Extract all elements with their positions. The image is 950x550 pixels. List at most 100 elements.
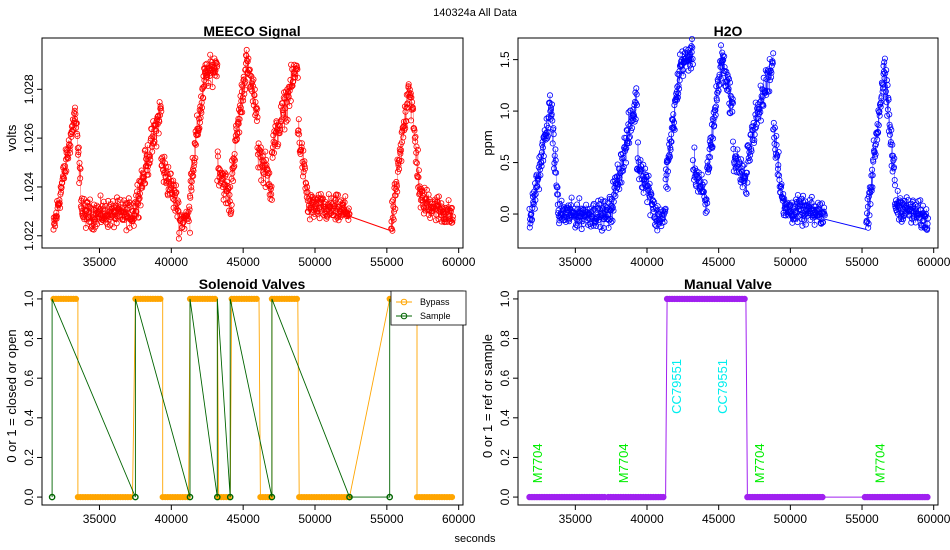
data-point [713, 103, 720, 110]
panel-title: Manual Valve [684, 276, 772, 292]
data-point [635, 158, 642, 165]
data-point [689, 157, 696, 164]
data-point [662, 166, 669, 173]
data-point [390, 208, 397, 215]
data-point [226, 191, 233, 198]
data-point [648, 191, 655, 198]
data-point [618, 179, 625, 186]
data-point [575, 217, 582, 224]
legend-box [390, 290, 467, 326]
data-point [875, 122, 882, 129]
data-point [203, 74, 210, 81]
data-point [104, 221, 111, 228]
data-point [165, 163, 172, 170]
data-point [658, 223, 665, 230]
panel-title: H2O [714, 23, 743, 39]
data-point [408, 94, 415, 101]
data-point [304, 189, 311, 196]
data-point [881, 55, 888, 62]
x-tick-label: 40000 [155, 512, 189, 526]
data-point [242, 78, 249, 85]
data-point [821, 212, 828, 219]
data-point [255, 164, 262, 171]
data-point [190, 163, 197, 170]
legend-label-sample: Sample [420, 311, 451, 321]
data-point [925, 215, 932, 222]
data-point [668, 138, 675, 145]
data-point [549, 101, 556, 108]
data-point [644, 182, 651, 189]
data-point [266, 169, 273, 176]
data-point [100, 198, 107, 205]
data-point [156, 112, 163, 119]
data-point [244, 58, 251, 65]
x-tick-label: 55000 [370, 512, 404, 526]
data-point [222, 171, 229, 178]
figure-xlabel: seconds [455, 533, 496, 545]
data-point [398, 147, 405, 154]
panel-solenoid: Solenoid Valves 0 or 1 = closed or open … [4, 276, 476, 526]
data-point [241, 91, 248, 98]
data-point [616, 179, 623, 186]
data-point [707, 134, 714, 141]
data-point [335, 213, 342, 220]
data-point [130, 208, 137, 215]
data-point [689, 44, 696, 51]
data-point [729, 99, 736, 106]
data-point [173, 189, 180, 196]
data-point [621, 144, 628, 151]
data-point [652, 221, 659, 228]
data-point [76, 159, 83, 166]
data-point [205, 82, 212, 89]
data-point [665, 168, 672, 175]
data-point [239, 94, 246, 101]
data-point [185, 218, 192, 225]
data-point [686, 62, 693, 69]
data-point [770, 126, 777, 133]
data-point [668, 131, 675, 138]
data-point [192, 141, 199, 148]
data-point [875, 129, 882, 136]
data-point [633, 91, 640, 98]
data-point [408, 117, 415, 124]
data-point [707, 154, 714, 161]
x-tick-label: 50000 [774, 255, 808, 269]
data-point [871, 153, 878, 160]
y-axis-label: ppm [480, 130, 495, 155]
data-point [725, 85, 732, 92]
data-point [670, 125, 677, 132]
data-point [894, 187, 901, 194]
gap-line [349, 215, 392, 232]
y-tick-label: 1.022 [22, 220, 36, 250]
data-point [161, 153, 168, 160]
data-point [137, 202, 144, 209]
data-point [413, 159, 420, 166]
data-point [413, 143, 420, 150]
data-point [702, 209, 709, 216]
series-line-bypass [53, 298, 455, 498]
data-point [448, 205, 455, 212]
data-point [393, 183, 400, 190]
data-point [75, 149, 82, 156]
data-point [757, 82, 764, 89]
data-point [342, 193, 349, 200]
data-point [181, 225, 188, 232]
data-point [170, 204, 177, 211]
data-point [876, 112, 883, 119]
data-point [709, 143, 716, 150]
data-point [756, 106, 763, 113]
data-point [723, 87, 730, 94]
data-point [231, 157, 238, 164]
data-point [531, 205, 538, 212]
data-point [537, 166, 544, 173]
data-point [878, 99, 885, 106]
data-point [422, 207, 429, 214]
data-point [622, 145, 629, 152]
data-point [175, 235, 182, 242]
data-point [309, 193, 316, 200]
data-point [724, 71, 731, 78]
data-point [133, 208, 140, 215]
data-point [572, 224, 579, 231]
data-point [251, 86, 258, 93]
plot-frame [41, 290, 464, 506]
